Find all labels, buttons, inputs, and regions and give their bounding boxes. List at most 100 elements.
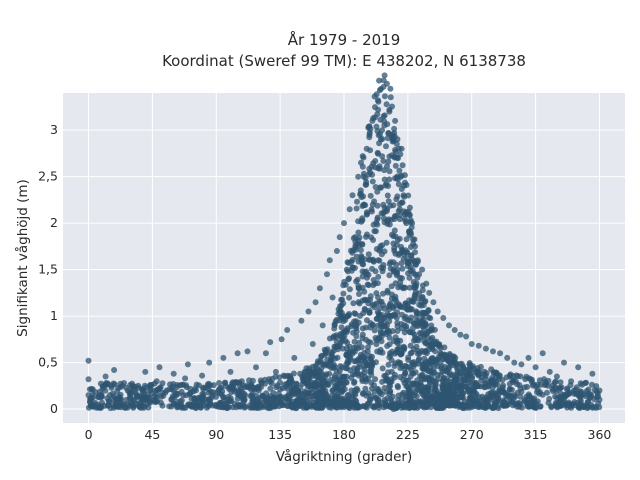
data-point (443, 352, 450, 359)
data-point (345, 259, 352, 266)
data-point (503, 390, 510, 397)
data-point (429, 355, 436, 362)
data-point (446, 392, 453, 399)
data-point (568, 378, 575, 385)
data-point (357, 187, 364, 194)
data-point (86, 386, 93, 393)
data-point (276, 403, 283, 410)
x-tick-label: 0 (85, 427, 93, 442)
data-point (88, 394, 95, 401)
data-point (104, 381, 111, 388)
data-point (417, 330, 423, 336)
data-point (360, 201, 367, 208)
data-point (503, 374, 510, 381)
data-point (385, 361, 392, 368)
data-point (340, 373, 347, 380)
data-point (396, 167, 403, 174)
data-point (365, 338, 372, 345)
data-point (317, 375, 324, 382)
data-point (510, 402, 517, 409)
data-point (488, 377, 495, 384)
data-point (450, 401, 457, 408)
data-point (539, 350, 546, 357)
data-point (553, 373, 560, 380)
data-point (373, 123, 380, 130)
data-point (425, 358, 432, 365)
data-point (403, 210, 410, 217)
data-point (408, 349, 415, 356)
data-point (121, 380, 127, 386)
data-point (524, 383, 531, 390)
data-point (489, 384, 496, 391)
data-point (391, 363, 398, 369)
data-point (441, 367, 448, 374)
data-point (315, 390, 321, 396)
data-point (331, 325, 338, 332)
data-point (468, 341, 475, 347)
data-point (391, 371, 398, 378)
data-point (380, 404, 387, 411)
data-point (381, 248, 388, 255)
data-point (407, 342, 414, 349)
data-point (306, 372, 313, 378)
data-point (330, 364, 337, 371)
data-point (352, 391, 359, 398)
data-point (344, 312, 351, 319)
data-point (305, 308, 312, 315)
data-point (278, 336, 285, 343)
data-point (379, 365, 386, 372)
data-point (355, 364, 362, 371)
data-point (377, 317, 384, 324)
data-point (378, 338, 385, 345)
data-point (106, 392, 113, 399)
data-point (210, 389, 217, 396)
data-point (408, 298, 415, 305)
data-point (364, 281, 371, 288)
data-point (407, 306, 414, 313)
data-point (99, 385, 106, 392)
data-point (321, 379, 328, 386)
data-point (384, 192, 391, 199)
data-point (400, 255, 407, 262)
data-point (396, 235, 403, 242)
data-point (338, 296, 345, 303)
data-point (405, 357, 412, 363)
data-point (406, 274, 413, 281)
data-point (212, 402, 219, 408)
data-point (111, 367, 118, 373)
y-axis-title: Signifikant våghöjd (m) (14, 179, 31, 337)
data-point (351, 358, 358, 365)
data-point (234, 350, 241, 357)
data-point (178, 401, 185, 408)
data-point (374, 221, 381, 228)
data-point (361, 349, 368, 356)
data-point (191, 395, 198, 402)
data-point (379, 312, 386, 319)
data-point (552, 378, 559, 385)
data-point (387, 85, 394, 92)
data-point (402, 284, 409, 291)
data-point (460, 377, 467, 384)
data-point (408, 381, 415, 388)
data-point (206, 359, 213, 366)
data-point (284, 327, 291, 333)
data-point (375, 150, 381, 157)
data-point (404, 259, 411, 266)
data-point (370, 282, 377, 289)
data-point (256, 399, 263, 406)
y-tick-label: 1,5 (38, 262, 58, 277)
data-point (432, 348, 439, 355)
data-point (140, 394, 147, 401)
data-point (432, 381, 439, 388)
data-point (386, 383, 393, 390)
data-point (291, 354, 298, 361)
data-point (380, 77, 387, 84)
data-point (402, 301, 409, 307)
data-point (322, 387, 329, 394)
data-point (317, 384, 323, 391)
data-point (182, 375, 189, 382)
data-point (267, 405, 274, 411)
data-point (218, 384, 225, 391)
data-point (336, 234, 343, 241)
data-point (430, 365, 437, 372)
